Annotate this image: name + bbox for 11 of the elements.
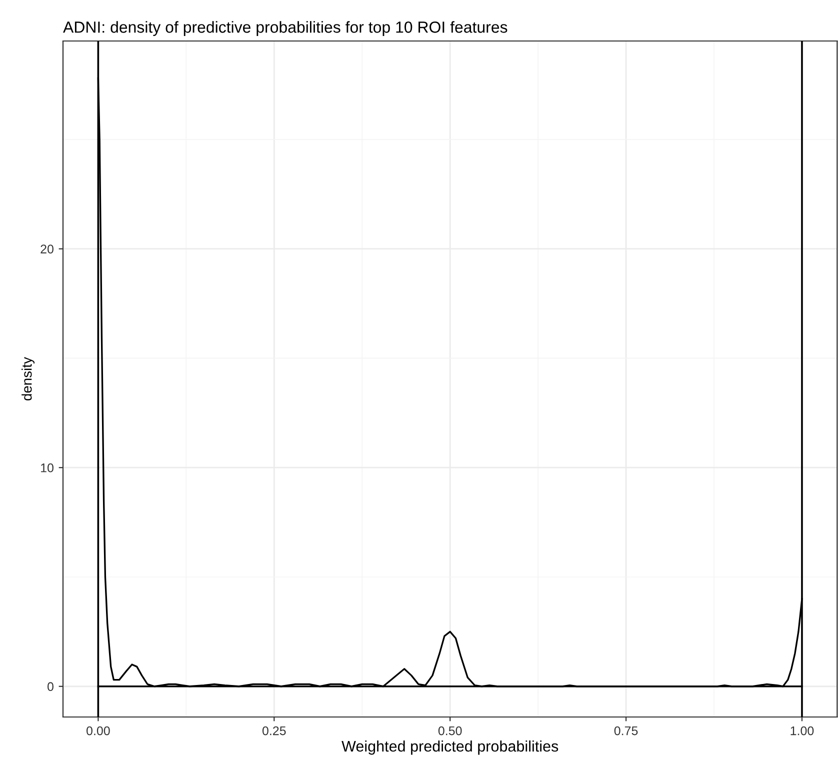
- x-tick-label: 0.75: [614, 726, 638, 736]
- y-tick-label: 20: [40, 244, 54, 254]
- x-axis-title: Weighted predicted probabilities: [342, 740, 558, 755]
- x-tick-label: 0.00: [86, 726, 110, 736]
- chart-title: ADNI: density of predictive probabilities for top 10 ROI features: [63, 21, 508, 36]
- x-tick-label: 0.50: [438, 726, 462, 736]
- x-tick-label: 0.25: [262, 726, 286, 736]
- x-tick-label: 1.00: [790, 726, 814, 736]
- y-tick-label: 0: [48, 682, 54, 692]
- y-tick-label: 10: [41, 463, 54, 472]
- y-axis-title: density: [22, 357, 35, 400]
